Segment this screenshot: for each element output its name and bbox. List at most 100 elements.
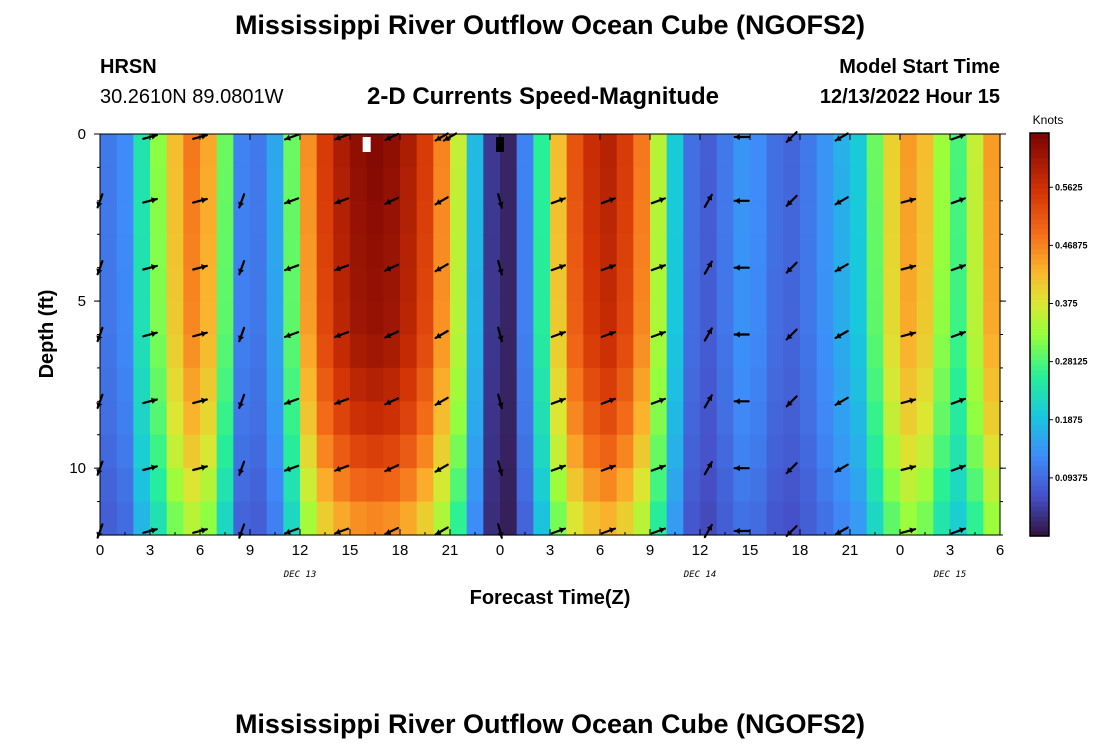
heatmap-cell [533,234,551,269]
heatmap-cell [816,267,834,302]
heatmap-cell [633,167,651,202]
arrow-head [835,199,842,205]
heatmap-cell [433,267,451,302]
heatmap-cell [466,301,484,336]
heatmap-cell [366,334,384,369]
heatmap-cell [916,334,934,369]
arrow-head [959,464,965,471]
heatmap-cell [616,301,634,336]
heatmap-cell [250,434,268,469]
heatmap-cell [516,267,534,302]
x-tick-label: 21 [842,542,859,559]
heatmap-cell [866,468,884,503]
heatmap-cell [316,134,334,169]
heatmap-cell [783,234,801,269]
heatmap-cell [900,167,918,202]
heatmap-cell [133,468,151,503]
heatmap-cell [500,301,518,336]
heatmap-cell [316,334,334,369]
heatmap-cell [700,134,718,169]
heatmap-cell [716,134,734,169]
chart-subtitle: 2-D Currents Speed-Magnitude [367,83,720,110]
heatmap-cell [983,367,1001,402]
heatmap-cell [750,367,768,402]
heatmap-cell [850,200,868,235]
heatmap-cell [366,301,384,336]
heatmap-cell [516,134,534,169]
colorbar-segment [1030,354,1049,361]
colorbar-segment [1030,510,1049,517]
heatmap-cell [933,501,951,536]
current-arrow [238,460,246,476]
colorbar-segment [1030,143,1049,149]
y-tick-label: 0 [78,126,86,143]
heatmap-cell [600,468,618,503]
heatmap-cell [666,267,684,302]
heatmap-cell [350,468,368,503]
arrow-head [285,265,291,272]
arrow-head [835,135,842,141]
current-arrow [733,465,750,472]
heatmap-cell [516,434,534,469]
heatmap-cell [900,434,918,469]
heatmap-cell [666,401,684,436]
arrow-head [786,400,793,407]
heatmap-cell [850,267,868,302]
heatmap-cell [250,468,268,503]
current-arrow [334,133,350,141]
heatmap-cell [633,234,651,269]
heatmap-cell [383,367,401,402]
heatmap-cell [150,367,168,402]
heatmap-cell [150,234,168,269]
heatmap-cell [883,401,901,436]
heatmap-cell [783,468,801,503]
arrow-head [335,399,341,405]
colorbar-segment [1030,475,1049,482]
heatmap-cell [183,267,201,302]
current-arrow [900,197,917,204]
heatmap-cell [950,267,968,302]
heatmap-cell [666,167,684,202]
heatmap-cell [483,367,501,402]
current-arrow [384,132,400,142]
heatmap-cell [483,334,501,369]
current-arrow [950,464,967,472]
heatmap-cell [816,367,834,402]
heatmap-cell [700,301,718,336]
heatmap-cell [866,334,884,369]
heatmap-cell [816,167,834,202]
heatmap-cell [383,200,401,235]
colorbar-tick-label: 0.1875 [1055,415,1083,425]
arrow-head [151,133,157,140]
heatmap-cell [433,301,451,336]
current-arrow [434,132,449,142]
heatmap-cell [266,234,284,269]
heatmap-cell [100,134,118,169]
heatmap-cell [250,501,268,536]
heatmap-cell [483,468,501,503]
heatmap-cell [416,401,434,436]
current-arrow [142,264,158,271]
x-tick-label: 21 [442,542,459,559]
heatmap-cell [916,234,934,269]
heatmap-cell [183,234,201,269]
colorbar-segment [1030,420,1049,426]
heatmap-cell [966,267,984,302]
heatmap-cell [650,301,668,336]
arrow-head [959,527,965,534]
heatmap-cell [850,334,868,369]
heatmap-cell [416,234,434,269]
heatmap-cell [833,167,851,202]
heatmap-cell [483,301,501,336]
heatmap-cell [633,334,651,369]
heatmap-cell [133,234,151,269]
heatmap-cell [250,200,268,235]
heatmap-cell [800,267,818,302]
heatmap-cell [683,301,701,336]
heatmap-cell [633,267,651,302]
heatmap-cell [116,501,134,536]
heatmap-cell [733,367,751,402]
heatmap-cell [150,200,168,235]
arrow-head [835,399,842,405]
colorbar-segment [1030,309,1049,315]
